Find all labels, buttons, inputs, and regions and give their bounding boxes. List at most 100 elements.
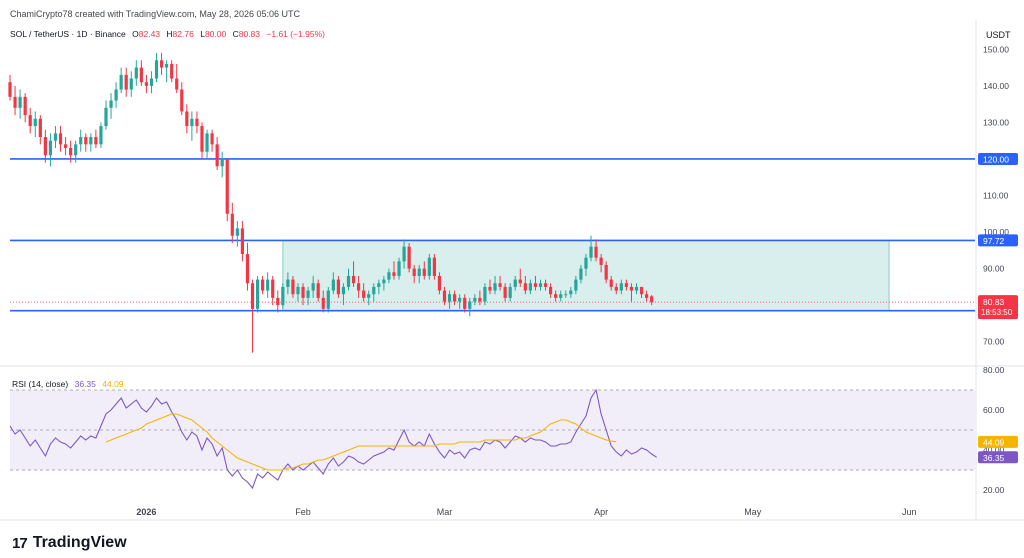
- candle-body[interactable]: [175, 78, 179, 90]
- candle-body[interactable]: [579, 268, 583, 280]
- candle-body[interactable]: [341, 286, 346, 295]
- candle-body[interactable]: [195, 118, 199, 127]
- candle-body[interactable]: [473, 297, 477, 302]
- candle-body[interactable]: [574, 279, 578, 291]
- candle-body[interactable]: [569, 290, 573, 295]
- candle-body[interactable]: [624, 283, 628, 287]
- candle-body[interactable]: [422, 268, 426, 276]
- candle-body[interactable]: [614, 286, 618, 291]
- candle-body[interactable]: [255, 279, 260, 309]
- candle-body[interactable]: [139, 67, 143, 83]
- symbol-name[interactable]: SOL / TetherUS · 1D · Binance: [10, 29, 126, 39]
- candle-body[interactable]: [109, 100, 113, 108]
- candle-body[interactable]: [453, 294, 457, 302]
- candle-body[interactable]: [89, 137, 93, 145]
- candle-body[interactable]: [447, 294, 452, 302]
- rsi-legend-name[interactable]: RSI (14, close): [12, 379, 69, 389]
- candle-body[interactable]: [478, 297, 482, 302]
- candle-body[interactable]: [230, 213, 234, 236]
- candle-body[interactable]: [619, 283, 623, 291]
- candle-body[interactable]: [483, 286, 487, 302]
- candle-body[interactable]: [240, 228, 245, 254]
- candle-body[interactable]: [498, 283, 502, 287]
- candle-body[interactable]: [74, 144, 78, 156]
- candle-body[interactable]: [402, 246, 406, 262]
- candle-body[interactable]: [235, 228, 239, 236]
- candle-body[interactable]: [336, 279, 341, 295]
- candle-body[interactable]: [351, 275, 356, 284]
- candle-body[interactable]: [549, 286, 553, 295]
- candle-body[interactable]: [543, 283, 548, 287]
- candle-body[interactable]: [13, 96, 17, 108]
- candle-body[interactable]: [564, 294, 568, 296]
- candle-body[interactable]: [397, 261, 401, 276]
- candle-body[interactable]: [442, 290, 447, 302]
- candle-body[interactable]: [523, 283, 527, 291]
- candle-body[interactable]: [185, 111, 189, 127]
- candle-body[interactable]: [407, 246, 411, 269]
- candle-body[interactable]: [437, 275, 442, 291]
- candle-body[interactable]: [144, 82, 149, 86]
- candle-body[interactable]: [392, 272, 396, 276]
- candle-body[interactable]: [357, 283, 361, 291]
- candle-body[interactable]: [165, 63, 169, 68]
- candle-body[interactable]: [306, 290, 310, 298]
- candle-body[interactable]: [28, 115, 32, 127]
- candle-body[interactable]: [331, 279, 335, 291]
- candle-body[interactable]: [584, 257, 588, 269]
- candle-body[interactable]: [58, 133, 63, 145]
- candle-body[interactable]: [493, 283, 497, 291]
- candle-body[interactable]: [316, 283, 320, 298]
- candle-body[interactable]: [225, 158, 229, 214]
- candle-body[interactable]: [508, 286, 512, 298]
- candle-body[interactable]: [488, 286, 492, 291]
- candle-body[interactable]: [321, 297, 325, 309]
- candle-body[interactable]: [326, 290, 330, 309]
- rsi-line[interactable]: [9, 388, 657, 490]
- candle-body[interactable]: [412, 268, 416, 276]
- candle-body[interactable]: [629, 286, 634, 291]
- candle-body[interactable]: [604, 264, 608, 280]
- candle-body[interactable]: [99, 126, 103, 145]
- candle-body[interactable]: [190, 118, 194, 127]
- candle-body[interactable]: [377, 283, 381, 287]
- candle-body[interactable]: [554, 294, 558, 298]
- candle-body[interactable]: [170, 63, 174, 79]
- candle-body[interactable]: [119, 74, 123, 90]
- candle-body[interactable]: [38, 118, 42, 138]
- candle-body[interactable]: [205, 133, 209, 152]
- candle-body[interactable]: [503, 286, 507, 298]
- candle-body[interactable]: [311, 283, 315, 291]
- candle-body[interactable]: [533, 283, 538, 287]
- candle-body[interactable]: [458, 297, 462, 302]
- candle-body[interactable]: [154, 60, 159, 79]
- candle-body[interactable]: [159, 60, 164, 68]
- candle-body[interactable]: [589, 246, 593, 258]
- candle-body[interactable]: [387, 272, 391, 280]
- candle-body[interactable]: [518, 279, 522, 284]
- candle-body[interactable]: [220, 158, 224, 167]
- candle-body[interactable]: [427, 257, 431, 276]
- candle-body[interactable]: [639, 286, 644, 295]
- rsi-ma-line[interactable]: [105, 413, 617, 471]
- candle-body[interactable]: [538, 283, 543, 287]
- candle-body[interactable]: [18, 96, 22, 108]
- candle-body[interactable]: [276, 297, 280, 306]
- candle-body[interactable]: [200, 126, 204, 152]
- candle-body[interactable]: [599, 257, 603, 265]
- candle-body[interactable]: [69, 148, 73, 156]
- candle-body[interactable]: [8, 82, 12, 97]
- candle-body[interactable]: [346, 275, 351, 287]
- candle-body[interactable]: [367, 294, 371, 298]
- candle-body[interactable]: [149, 78, 154, 86]
- candle-body[interactable]: [215, 144, 219, 167]
- candle-body[interactable]: [594, 246, 598, 258]
- candle-body[interactable]: [362, 290, 366, 298]
- candle-body[interactable]: [129, 78, 133, 90]
- candle-body[interactable]: [210, 133, 214, 145]
- candle-body[interactable]: [432, 257, 436, 276]
- candle-body[interactable]: [301, 286, 305, 298]
- candle-body[interactable]: [245, 254, 250, 284]
- candle-body[interactable]: [250, 283, 255, 309]
- candle-body[interactable]: [94, 137, 98, 145]
